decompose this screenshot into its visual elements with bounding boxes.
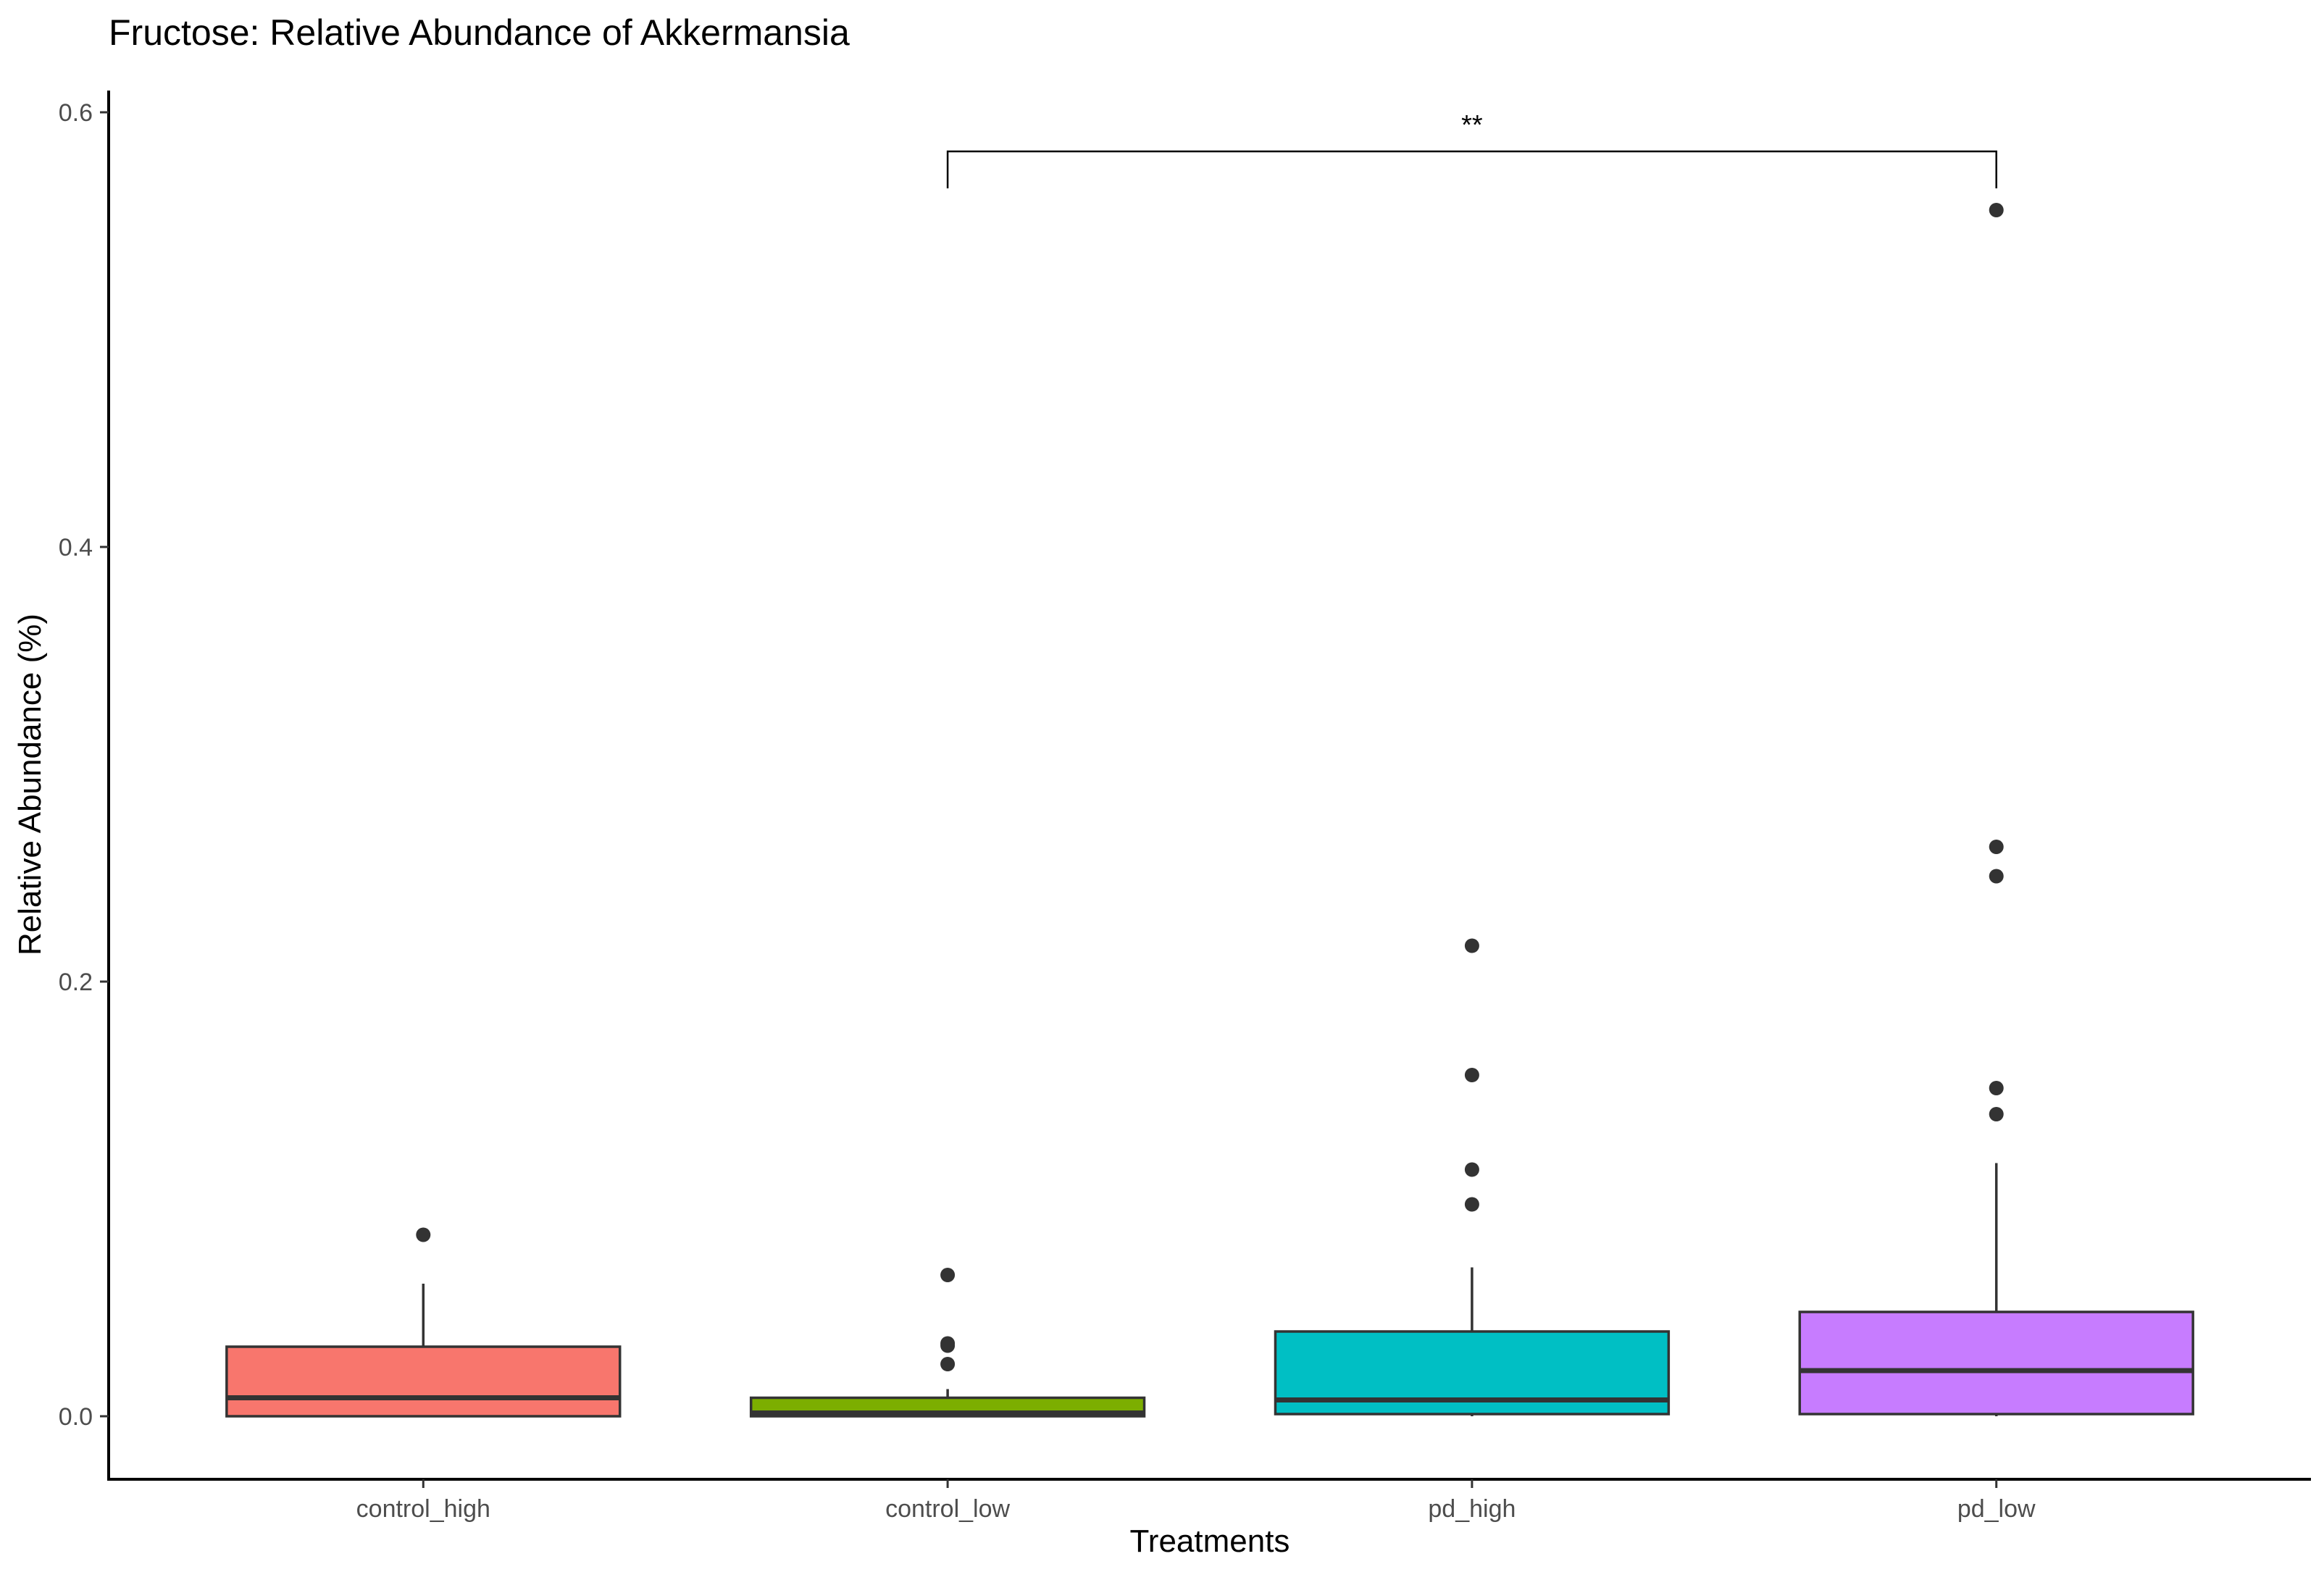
y-tick-label: 0.0 [59, 1403, 93, 1431]
box-control_high [225, 1227, 622, 1418]
y-axis-ticks: 0.0 0.2 0.4 0.6 [59, 99, 109, 1431]
box-rect-pd_low [1798, 1310, 2194, 1416]
y-axis-title: Relative Abundance (%) [12, 614, 48, 956]
outlier-point-pd_low-1 [1989, 840, 2004, 854]
box-rect-control_high [225, 1345, 622, 1418]
outlier-point-control_low-0 [940, 1268, 956, 1282]
significance-line [946, 150, 1997, 188]
outlier-point-pd_low-4 [1989, 1107, 2004, 1121]
outlier-point-control_low-3 [940, 1357, 956, 1371]
box-control_low [749, 1268, 1146, 1418]
significance-bracket-0: ** [946, 110, 1997, 188]
box-pd_high [1274, 938, 1671, 1416]
y-tick-label: 0.2 [59, 969, 93, 996]
outlier-point-pd_high-0 [1464, 938, 1479, 953]
outlier-point-pd_low-2 [1989, 869, 2004, 884]
x-tick-label: pd_high [1428, 1495, 1516, 1523]
outlier-point-control_high-0 [416, 1227, 431, 1242]
chart-title: Fructose: Relative Abundance of Akkerman… [109, 12, 850, 53]
significance-label: ** [1461, 110, 1483, 141]
box-pd_low [1798, 203, 2194, 1416]
outlier-point-pd_high-1 [1464, 1068, 1479, 1082]
x-axis-ticks: control_high control_low pd_high pd_low [356, 1479, 2036, 1523]
plot-area: ** [225, 110, 2194, 1418]
outlier-point-control_low-2 [940, 1338, 956, 1353]
y-tick-label: 0.6 [59, 99, 93, 127]
x-axis-title: Treatments [1130, 1523, 1290, 1559]
outlier-point-pd_high-3 [1464, 1197, 1479, 1212]
x-tick-label: control_low [885, 1495, 1010, 1523]
outlier-point-pd_low-0 [1989, 203, 2004, 217]
x-tick-label: control_high [356, 1495, 490, 1523]
x-tick-label: pd_low [1957, 1495, 2036, 1523]
y-tick-label: 0.4 [59, 534, 93, 561]
outlier-point-pd_high-2 [1464, 1162, 1479, 1177]
outlier-point-pd_low-3 [1989, 1081, 2004, 1095]
